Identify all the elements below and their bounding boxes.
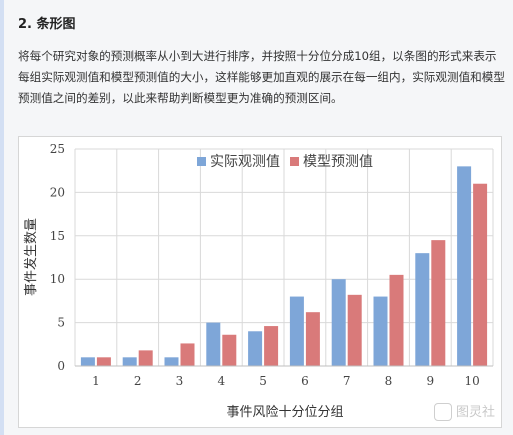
bar-observed — [415, 253, 430, 366]
bar-observed — [331, 279, 346, 366]
bar-observed — [164, 357, 179, 366]
x-tick-label: 1 — [92, 374, 100, 388]
x-axis-label: 事件风险十分位分组 — [226, 405, 343, 420]
bar-observed — [206, 322, 221, 366]
y-tick-label: 10 — [50, 272, 65, 286]
bar-predicted — [180, 343, 195, 366]
bar-observed — [248, 331, 263, 366]
bar-predicted — [138, 350, 153, 366]
bar-observed — [373, 296, 388, 366]
watermark-text: 图灵社 — [455, 404, 495, 420]
bar-predicted — [431, 240, 446, 366]
x-tick-label: 2 — [134, 374, 142, 388]
y-tick-label: 15 — [50, 229, 65, 243]
legend-label: 模型预测值 — [303, 154, 373, 170]
bar-predicted — [473, 183, 488, 366]
x-tick-label: 3 — [176, 374, 184, 388]
section-heading: 2. 条形图 — [18, 17, 76, 32]
watermark-logo-icon — [433, 403, 452, 421]
bar-chart-card: 0 5 10 15 20 25 1 2 3 4 5 6 7 8 9 10 实际观测值 模型预测值 事件发生数量 … — [18, 136, 502, 428]
x-tick-label: 6 — [301, 374, 309, 388]
bar-predicted — [222, 334, 237, 366]
x-tick-label: 5 — [259, 374, 267, 388]
bar-observed — [457, 166, 472, 366]
bar-predicted — [305, 312, 320, 366]
x-tick-label: 7 — [343, 374, 351, 388]
legend-label: 实际观测值 — [210, 154, 280, 170]
legend-swatch — [197, 157, 206, 166]
legend-swatch — [290, 157, 299, 166]
x-tick-label: 8 — [385, 374, 393, 388]
section-paragraph: 将每个研究对象的预测概率从小到大进行排序，并按照十分位分成10组，以条图的形式来… — [18, 49, 505, 105]
bar-observed — [122, 357, 137, 366]
bar-predicted — [347, 294, 362, 366]
x-tick-label: 9 — [426, 374, 434, 388]
y-tick-label: 25 — [50, 142, 65, 156]
x-tick-label: 10 — [464, 374, 479, 388]
y-tick-label: 5 — [57, 316, 65, 330]
y-axis-label: 事件发生数量 — [23, 218, 39, 296]
y-tick-label: 20 — [50, 185, 65, 199]
y-tick-label: 0 — [57, 359, 65, 373]
bar-predicted — [264, 326, 279, 366]
bar-predicted — [389, 274, 404, 366]
bar-observed — [80, 357, 95, 366]
watermark: 图灵社 — [433, 401, 495, 421]
bar-predicted — [96, 357, 111, 366]
bar-observed — [289, 296, 304, 366]
x-tick-label: 4 — [217, 374, 225, 388]
quote-left-bar — [0, 0, 4, 435]
